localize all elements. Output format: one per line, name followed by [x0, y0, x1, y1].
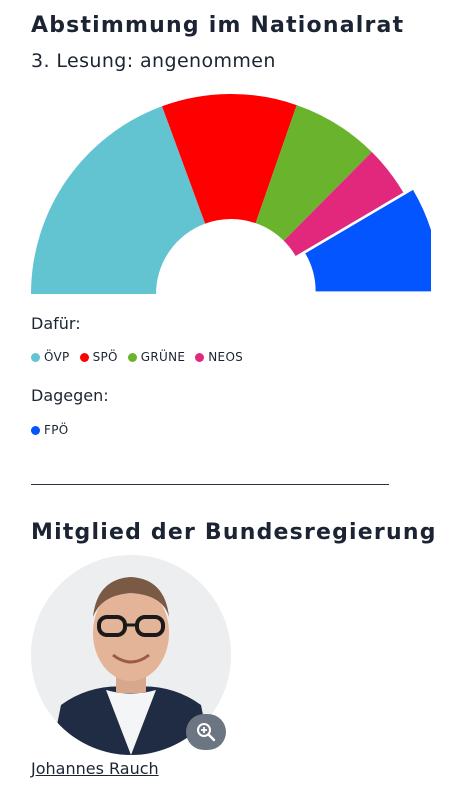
legend-label: GRÜNE [140, 350, 186, 364]
legend-dot-icon [195, 352, 205, 362]
person-name-link[interactable]: Johannes Rauch [31, 759, 159, 778]
legend-dot-icon [127, 352, 137, 362]
legend-item-fpö: FPÖ [31, 423, 68, 437]
legend-item-grüne: GRÜNE [127, 350, 186, 364]
legend-label: SPÖ [92, 350, 118, 364]
section-divider [31, 484, 389, 485]
legend-label: NEOS [208, 350, 244, 364]
legend-in-favor: ÖVP SPÖ GRÜNE NEOS [31, 350, 243, 364]
against-label: Dagegen: [31, 386, 109, 405]
government-title: Mitglied der Bundesregierung [31, 520, 437, 545]
vote-subtitle: 3. Lesung: angenommen [31, 50, 276, 72]
legend-item-spö: SPÖ [79, 350, 118, 364]
zoom-in-icon [197, 723, 216, 742]
legend-label: FPÖ [44, 423, 69, 437]
seat-segment-neos [283, 151, 404, 256]
legend-item-övp: ÖVP [31, 350, 70, 364]
avatar[interactable] [31, 555, 231, 755]
legend-dot-icon [79, 352, 89, 362]
in-favor-label: Dafür: [31, 314, 81, 333]
seat-distribution-chart [31, 94, 431, 294]
seat-segment-fpö [305, 189, 431, 292]
seat-segment-spö [162, 94, 297, 224]
legend-item-neos: NEOS [195, 350, 243, 364]
legend-dot-icon [31, 425, 40, 435]
vote-title: Abstimmung im Nationalrat [31, 13, 405, 38]
legend-dot-icon [31, 352, 40, 362]
seat-segment-grüne [255, 105, 372, 241]
legend-against: FPÖ [31, 423, 68, 437]
legend-label: ÖVP [44, 350, 70, 364]
seat-segment-övp [31, 106, 206, 294]
zoom-button[interactable] [186, 714, 226, 750]
person-portrait-icon [31, 555, 231, 755]
